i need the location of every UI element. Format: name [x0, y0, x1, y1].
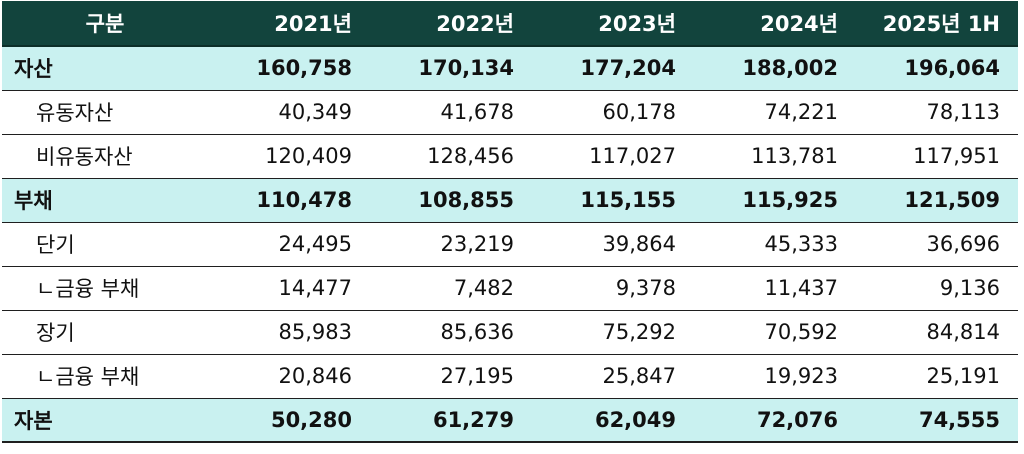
cell-value: 196,064 [856, 46, 1018, 91]
row-label: 자산 [2, 46, 208, 91]
cell-value: 75,292 [532, 310, 694, 355]
cell-value: 115,925 [694, 178, 856, 223]
header-year-2024: 2024년 [694, 1, 856, 47]
cell-value: 36,696 [856, 222, 1018, 267]
cell-value: 120,409 [208, 134, 370, 179]
cell-value: 39,864 [532, 222, 694, 267]
table-row: ㄴ금융 부채 20,846 27,195 25,847 19,923 25,191 [2, 354, 1018, 399]
header-row: 구분 2021년 2022년 2023년 2024년 2025년 1H [2, 1, 1018, 47]
cell-value: 60,178 [532, 90, 694, 135]
row-label: 유동자산 [2, 90, 208, 135]
cell-value: 45,333 [694, 222, 856, 267]
cell-value: 113,781 [694, 134, 856, 179]
header-category: 구분 [2, 1, 208, 47]
cell-value: 11,437 [694, 266, 856, 311]
table-row: 유동자산 40,349 41,678 60,178 74,221 78,113 [2, 90, 1018, 135]
cell-value: 62,049 [532, 398, 694, 443]
row-label: 단기 [2, 222, 208, 267]
row-label: 부채 [2, 178, 208, 223]
cell-value: 20,846 [208, 354, 370, 399]
header-year-2022: 2022년 [370, 1, 532, 47]
cell-value: 110,478 [208, 178, 370, 223]
cell-value: 85,983 [208, 310, 370, 355]
row-label: ㄴ금융 부채 [2, 266, 208, 311]
table-body: 자산 160,758 170,134 177,204 188,002 196,064 유동자… [2, 46, 1018, 443]
header-year-2021: 2021년 [208, 1, 370, 47]
cell-value: 9,136 [856, 266, 1018, 311]
table-row: ㄴ금융 부채 14,477 7,482 9,378 11,437 9,136 [2, 266, 1018, 311]
cell-value: 9,378 [532, 266, 694, 311]
cell-value: 170,134 [370, 46, 532, 91]
row-label: 장기 [2, 310, 208, 355]
table-row-total: 부채 110,478 108,855 115,155 115,925 121,509 [2, 178, 1018, 223]
cell-value: 41,678 [370, 90, 532, 135]
row-label: 비유동자산 [2, 134, 208, 179]
cell-value: 188,002 [694, 46, 856, 91]
cell-value: 108,855 [370, 178, 532, 223]
cell-value: 84,814 [856, 310, 1018, 355]
cell-value: 72,076 [694, 398, 856, 443]
cell-value: 177,204 [532, 46, 694, 91]
cell-value: 70,592 [694, 310, 856, 355]
balance-sheet-table: 구분 2021년 2022년 2023년 2024년 2025년 1H 자산 16… [2, 1, 1018, 443]
table-row: 단기 24,495 23,219 39,864 45,333 36,696 [2, 222, 1018, 267]
cell-value: 160,758 [208, 46, 370, 91]
row-label: 자본 [2, 398, 208, 443]
table-row: 장기 85,983 85,636 75,292 70,592 84,814 [2, 310, 1018, 355]
cell-value: 78,113 [856, 90, 1018, 135]
cell-value: 23,219 [370, 222, 532, 267]
table-row-total: 자산 160,758 170,134 177,204 188,002 196,064 [2, 46, 1018, 91]
header-year-2025-1h: 2025년 1H [856, 1, 1018, 47]
cell-value: 115,155 [532, 178, 694, 223]
row-label: ㄴ금융 부채 [2, 354, 208, 399]
cell-value: 128,456 [370, 134, 532, 179]
cell-value: 40,349 [208, 90, 370, 135]
cell-value: 85,636 [370, 310, 532, 355]
cell-value: 14,477 [208, 266, 370, 311]
cell-value: 74,555 [856, 398, 1018, 443]
cell-value: 25,847 [532, 354, 694, 399]
cell-value: 117,951 [856, 134, 1018, 179]
cell-value: 74,221 [694, 90, 856, 135]
financial-table-container: 구분 2021년 2022년 2023년 2024년 2025년 1H 자산 16… [2, 1, 1018, 443]
table-header: 구분 2021년 2022년 2023년 2024년 2025년 1H [2, 1, 1018, 47]
cell-value: 25,191 [856, 354, 1018, 399]
cell-value: 27,195 [370, 354, 532, 399]
cell-value: 19,923 [694, 354, 856, 399]
table-row: 비유동자산 120,409 128,456 117,027 113,781 117,951 [2, 134, 1018, 179]
header-year-2023: 2023년 [532, 1, 694, 47]
table-row-total: 자본 50,280 61,279 62,049 72,076 74,555 [2, 398, 1018, 443]
cell-value: 50,280 [208, 398, 370, 443]
cell-value: 24,495 [208, 222, 370, 267]
cell-value: 117,027 [532, 134, 694, 179]
cell-value: 7,482 [370, 266, 532, 311]
cell-value: 121,509 [856, 178, 1018, 223]
cell-value: 61,279 [370, 398, 532, 443]
